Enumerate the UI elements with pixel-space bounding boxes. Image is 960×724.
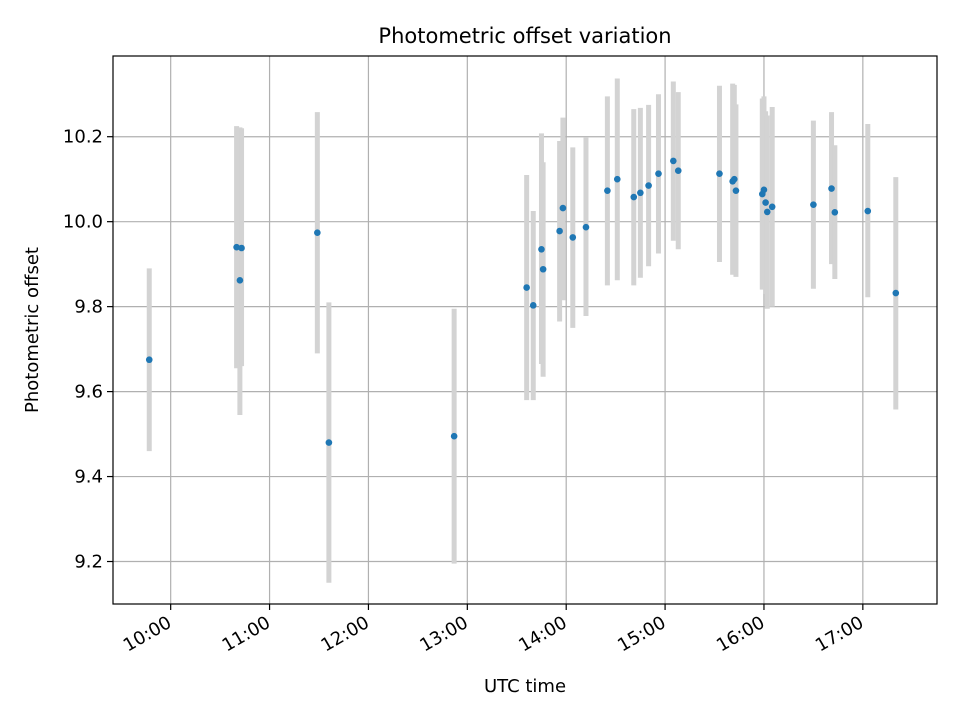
- data-point: [630, 193, 638, 201]
- data-point: [831, 209, 839, 216]
- y-axis-ticks: 9.2 9.4 9.6 9.8 10.0 10.2: [63, 127, 113, 573]
- y-tick-label: 9.6: [74, 382, 103, 403]
- data-point: [637, 189, 644, 197]
- y-tick-label: 10.2: [63, 127, 103, 148]
- data-point: [529, 302, 537, 309]
- x-axis-label: UTC time: [484, 676, 566, 697]
- y-tick-label: 9.8: [74, 297, 103, 318]
- data-point: [828, 185, 835, 192]
- data-point: [768, 203, 776, 211]
- data-point: [655, 170, 662, 177]
- y-axis-label: Photometric offset: [22, 247, 43, 413]
- data-points: [145, 157, 900, 446]
- data-point: [538, 245, 545, 253]
- y-tick-label: 9.2: [74, 552, 103, 573]
- data-point: [716, 170, 723, 177]
- data-point: [559, 204, 567, 212]
- data-point: [613, 175, 621, 183]
- y-tick-label: 10.0: [63, 212, 103, 233]
- data-point: [732, 187, 740, 194]
- data-point: [145, 356, 153, 364]
- data-point: [238, 244, 245, 252]
- data-point: [674, 167, 682, 174]
- data-point: [556, 227, 563, 235]
- data-point: [236, 276, 244, 284]
- data-point: [763, 208, 771, 216]
- data-point: [670, 157, 677, 165]
- data-point: [604, 187, 611, 194]
- data-point: [864, 207, 872, 215]
- data-point: [450, 432, 458, 440]
- data-point: [892, 289, 900, 297]
- data-point: [760, 186, 768, 194]
- data-point: [325, 439, 333, 446]
- data-point: [730, 175, 738, 183]
- chart-title: Photometric offset variation: [378, 24, 671, 48]
- data-point: [762, 199, 769, 206]
- data-point: [582, 223, 590, 231]
- y-tick-label: 9.4: [74, 467, 103, 488]
- data-point: [523, 284, 530, 291]
- data-point: [810, 201, 817, 208]
- data-point: [569, 234, 577, 241]
- data-point: [539, 265, 547, 273]
- data-point: [233, 243, 240, 251]
- data-point: [645, 182, 652, 189]
- plot-frame: [112, 55, 938, 605]
- data-point: [314, 229, 321, 237]
